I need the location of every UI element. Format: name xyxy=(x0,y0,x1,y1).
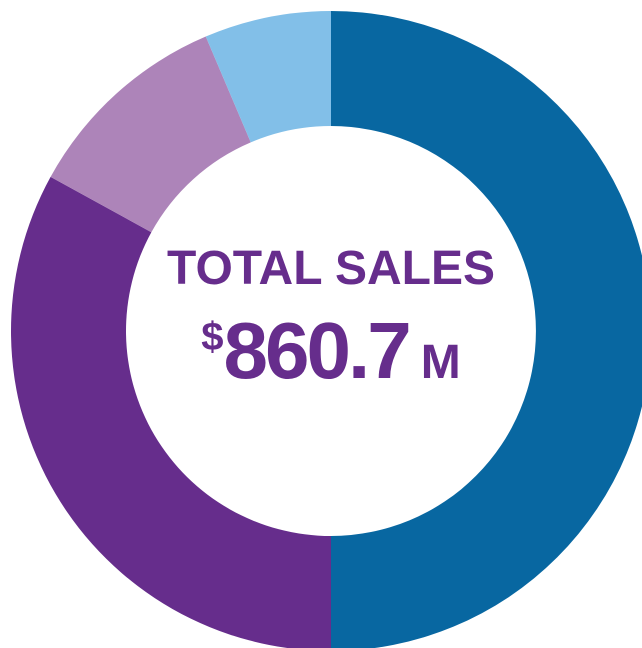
total-unit: M xyxy=(421,336,461,389)
donut-slice xyxy=(331,11,642,648)
center-title: TOTAL SALES xyxy=(167,242,495,295)
donut-slice xyxy=(205,11,331,143)
donut-slice xyxy=(11,176,331,648)
currency: $ xyxy=(201,315,223,359)
total-value: 860.7 xyxy=(224,306,409,395)
donut xyxy=(11,11,642,648)
donut-slice xyxy=(50,36,251,233)
center-total: $860.7 M xyxy=(201,306,460,395)
